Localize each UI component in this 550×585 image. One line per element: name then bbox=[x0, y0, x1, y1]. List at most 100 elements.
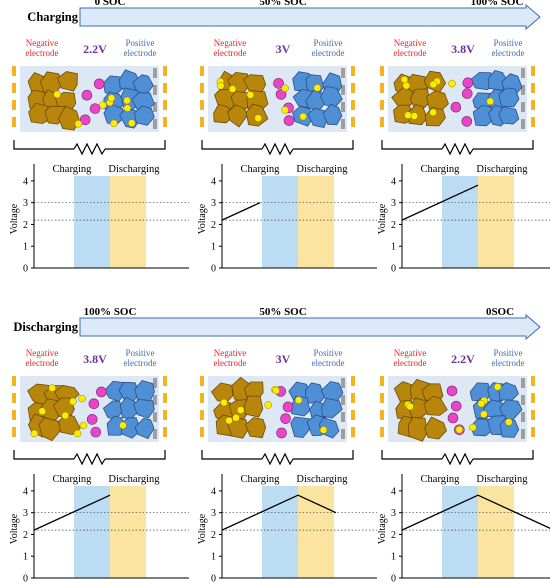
voltage-label: 3.8V bbox=[451, 42, 475, 56]
band-label-charging: Charging bbox=[241, 164, 281, 175]
anion bbox=[81, 89, 93, 101]
lithium-ion bbox=[448, 79, 456, 88]
lithium-ion bbox=[110, 119, 118, 128]
soc-label: 0 SOC bbox=[95, 0, 126, 8]
negative-label: electrode bbox=[394, 358, 427, 368]
current-collector-left bbox=[380, 427, 384, 437]
y-tick-label: 3 bbox=[23, 198, 28, 209]
positive-label: Positive bbox=[313, 38, 342, 48]
separator-mark bbox=[153, 85, 157, 95]
soc-arrow bbox=[79, 3, 541, 31]
current-collector-left bbox=[380, 393, 384, 403]
band-label-discharging: Discharging bbox=[108, 164, 160, 175]
positive-label: electrode bbox=[312, 358, 345, 368]
y-tick-label: 2 bbox=[391, 220, 396, 231]
voltage-label: 3.8V bbox=[83, 352, 107, 366]
lithium-ion bbox=[53, 90, 61, 99]
soc-label: 0SOC bbox=[486, 306, 514, 318]
lithium-ion bbox=[228, 85, 237, 93]
discharging-band bbox=[298, 486, 334, 578]
y-tick-label: 1 bbox=[391, 552, 396, 563]
lithium-ion bbox=[477, 399, 486, 408]
positive-label: electrode bbox=[492, 358, 525, 368]
discharging-band bbox=[478, 176, 514, 268]
separator-mark bbox=[521, 395, 525, 405]
lithium-ion bbox=[272, 386, 280, 395]
positive-grain bbox=[498, 87, 520, 108]
circuit-wire bbox=[13, 450, 74, 460]
separator-mark bbox=[521, 102, 525, 112]
lithium-ion bbox=[281, 106, 289, 114]
discharging-band bbox=[110, 486, 146, 578]
separator-mark bbox=[521, 68, 525, 78]
negative-grain bbox=[213, 103, 234, 124]
separator-mark bbox=[341, 429, 345, 439]
y-axis-label: Voltage bbox=[9, 513, 20, 544]
lithium-ion bbox=[264, 401, 272, 409]
separator-mark bbox=[521, 378, 525, 388]
current-collector-right bbox=[531, 410, 535, 420]
soc-arrow bbox=[79, 313, 541, 341]
current-collector-right bbox=[163, 83, 167, 93]
current-collector-left bbox=[200, 117, 204, 127]
current-collector-right bbox=[163, 66, 167, 76]
separator-mark bbox=[341, 119, 345, 129]
anion bbox=[89, 103, 101, 114]
negative-grain bbox=[227, 417, 249, 439]
voltage-label: 3V bbox=[276, 352, 291, 366]
anion bbox=[79, 114, 91, 126]
separator-mark bbox=[153, 68, 157, 78]
circuit-wire bbox=[105, 140, 166, 150]
voltage-line bbox=[401, 184, 479, 221]
current-collector-left bbox=[380, 376, 384, 386]
lithium-ion bbox=[30, 429, 39, 438]
anion bbox=[462, 77, 474, 89]
current-collector-right bbox=[351, 100, 355, 110]
separator-mark bbox=[341, 102, 345, 112]
voltage-label: 2.2V bbox=[451, 352, 475, 366]
lithium-ion bbox=[246, 91, 255, 99]
lithium-ion bbox=[313, 84, 322, 92]
lithium-ion bbox=[400, 75, 409, 84]
band-label-charging: Charging bbox=[421, 474, 461, 485]
negative-label: electrode bbox=[394, 48, 427, 58]
circuit-wire bbox=[201, 450, 262, 460]
lithium-ion bbox=[406, 402, 414, 411]
separator-mark bbox=[341, 85, 345, 95]
negative-grain bbox=[227, 104, 249, 128]
charging-band bbox=[262, 486, 298, 578]
current-collector-right bbox=[351, 83, 355, 93]
anion bbox=[282, 401, 294, 413]
negative-label: Negative bbox=[394, 38, 426, 48]
anion bbox=[90, 426, 102, 438]
negative-grain bbox=[245, 417, 267, 439]
lithium-ion bbox=[79, 421, 88, 430]
resistor-icon bbox=[73, 452, 106, 466]
y-tick-label: 0 bbox=[211, 264, 216, 275]
lithium-ion bbox=[99, 101, 107, 109]
positive-label: electrode bbox=[312, 48, 345, 58]
band-label-charging: Charging bbox=[241, 474, 281, 485]
positive-label: Positive bbox=[125, 348, 154, 358]
charging-band bbox=[74, 176, 110, 268]
lithium-ion bbox=[73, 429, 82, 438]
negative-label: electrode bbox=[26, 358, 59, 368]
y-tick-label: 0 bbox=[391, 264, 396, 275]
current-collector-right bbox=[163, 376, 167, 386]
current-collector-left bbox=[12, 100, 16, 110]
current-collector-left bbox=[380, 83, 384, 93]
current-collector-left bbox=[200, 66, 204, 76]
voltage-chart: Charging Discharging 0 1 2 3 4 Voltage bbox=[377, 474, 550, 585]
lithium-ion bbox=[107, 94, 116, 102]
lithium-ion bbox=[486, 97, 494, 106]
negative-label: electrode bbox=[214, 48, 247, 58]
lithium-ion bbox=[78, 394, 86, 403]
current-collector-right bbox=[531, 117, 535, 127]
lithium-ion bbox=[232, 414, 240, 422]
voltage-line bbox=[33, 494, 111, 531]
soc-label: 100% SOC bbox=[84, 306, 137, 318]
current-collector-right bbox=[351, 410, 355, 420]
anion bbox=[461, 88, 473, 99]
